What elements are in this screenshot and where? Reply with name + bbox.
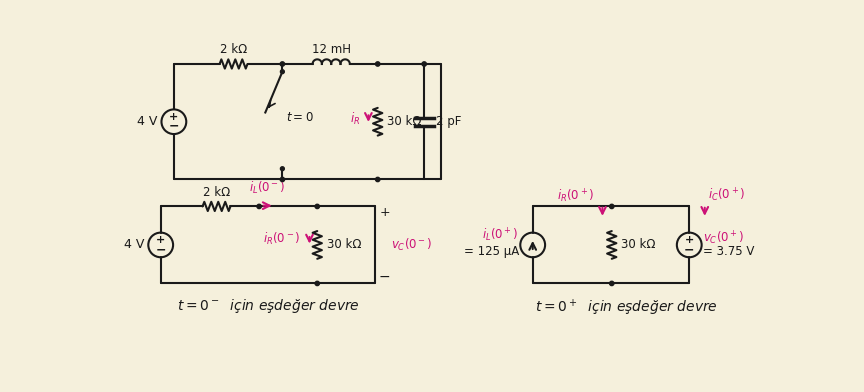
- Text: $i_R(0^+)$: $i_R(0^+)$: [557, 187, 594, 205]
- Text: 12 mH: 12 mH: [312, 42, 351, 56]
- Text: $i_C(0^+)$: $i_C(0^+)$: [708, 187, 746, 204]
- Circle shape: [280, 62, 284, 66]
- Circle shape: [376, 177, 380, 181]
- Text: 4 V: 4 V: [137, 115, 157, 128]
- Text: 30 kΩ: 30 kΩ: [621, 238, 656, 251]
- Text: $t = 0^+$  için eşdeğer devre: $t = 0^+$ için eşdeğer devre: [535, 297, 718, 318]
- Text: −: −: [378, 270, 391, 284]
- Circle shape: [376, 62, 380, 66]
- Circle shape: [610, 204, 614, 209]
- Text: $i_L(0^+)$: $i_L(0^+)$: [482, 227, 518, 244]
- Text: $v_C(0^+)$: $v_C(0^+)$: [703, 230, 745, 247]
- Text: = 125 μA: = 125 μA: [463, 245, 518, 258]
- Text: $t = 0$: $t = 0$: [286, 111, 314, 124]
- Text: −: −: [168, 120, 179, 133]
- Circle shape: [257, 204, 261, 209]
- Text: $i_R$: $i_R$: [351, 111, 360, 127]
- Text: −: −: [156, 243, 166, 256]
- Text: +: +: [169, 112, 179, 122]
- Text: 30 kΩ: 30 kΩ: [387, 115, 422, 128]
- Text: $t = 0^-$  için eşdeğer devre: $t = 0^-$ için eşdeğer devre: [176, 297, 359, 315]
- Text: +: +: [684, 235, 694, 245]
- Text: $v_C(0^-)$: $v_C(0^-)$: [391, 237, 432, 253]
- Text: 2 kΩ: 2 kΩ: [220, 43, 247, 56]
- Circle shape: [280, 177, 284, 181]
- Circle shape: [610, 281, 614, 286]
- Circle shape: [315, 204, 320, 209]
- Text: +: +: [379, 206, 390, 219]
- Circle shape: [315, 281, 320, 286]
- Text: 2 pF: 2 pF: [435, 115, 461, 128]
- Text: $i_R(0^-)$: $i_R(0^-)$: [263, 231, 300, 247]
- Circle shape: [422, 62, 426, 66]
- Text: = 3.75 V: = 3.75 V: [703, 245, 754, 258]
- Text: 30 kΩ: 30 kΩ: [327, 238, 361, 251]
- Text: 2 kΩ: 2 kΩ: [203, 186, 230, 199]
- Text: $i_L(0^-)$: $i_L(0^-)$: [250, 180, 286, 196]
- Circle shape: [281, 167, 284, 171]
- Text: +: +: [156, 235, 165, 245]
- Text: −: −: [684, 243, 695, 256]
- Circle shape: [281, 70, 284, 74]
- Text: 4 V: 4 V: [124, 238, 144, 251]
